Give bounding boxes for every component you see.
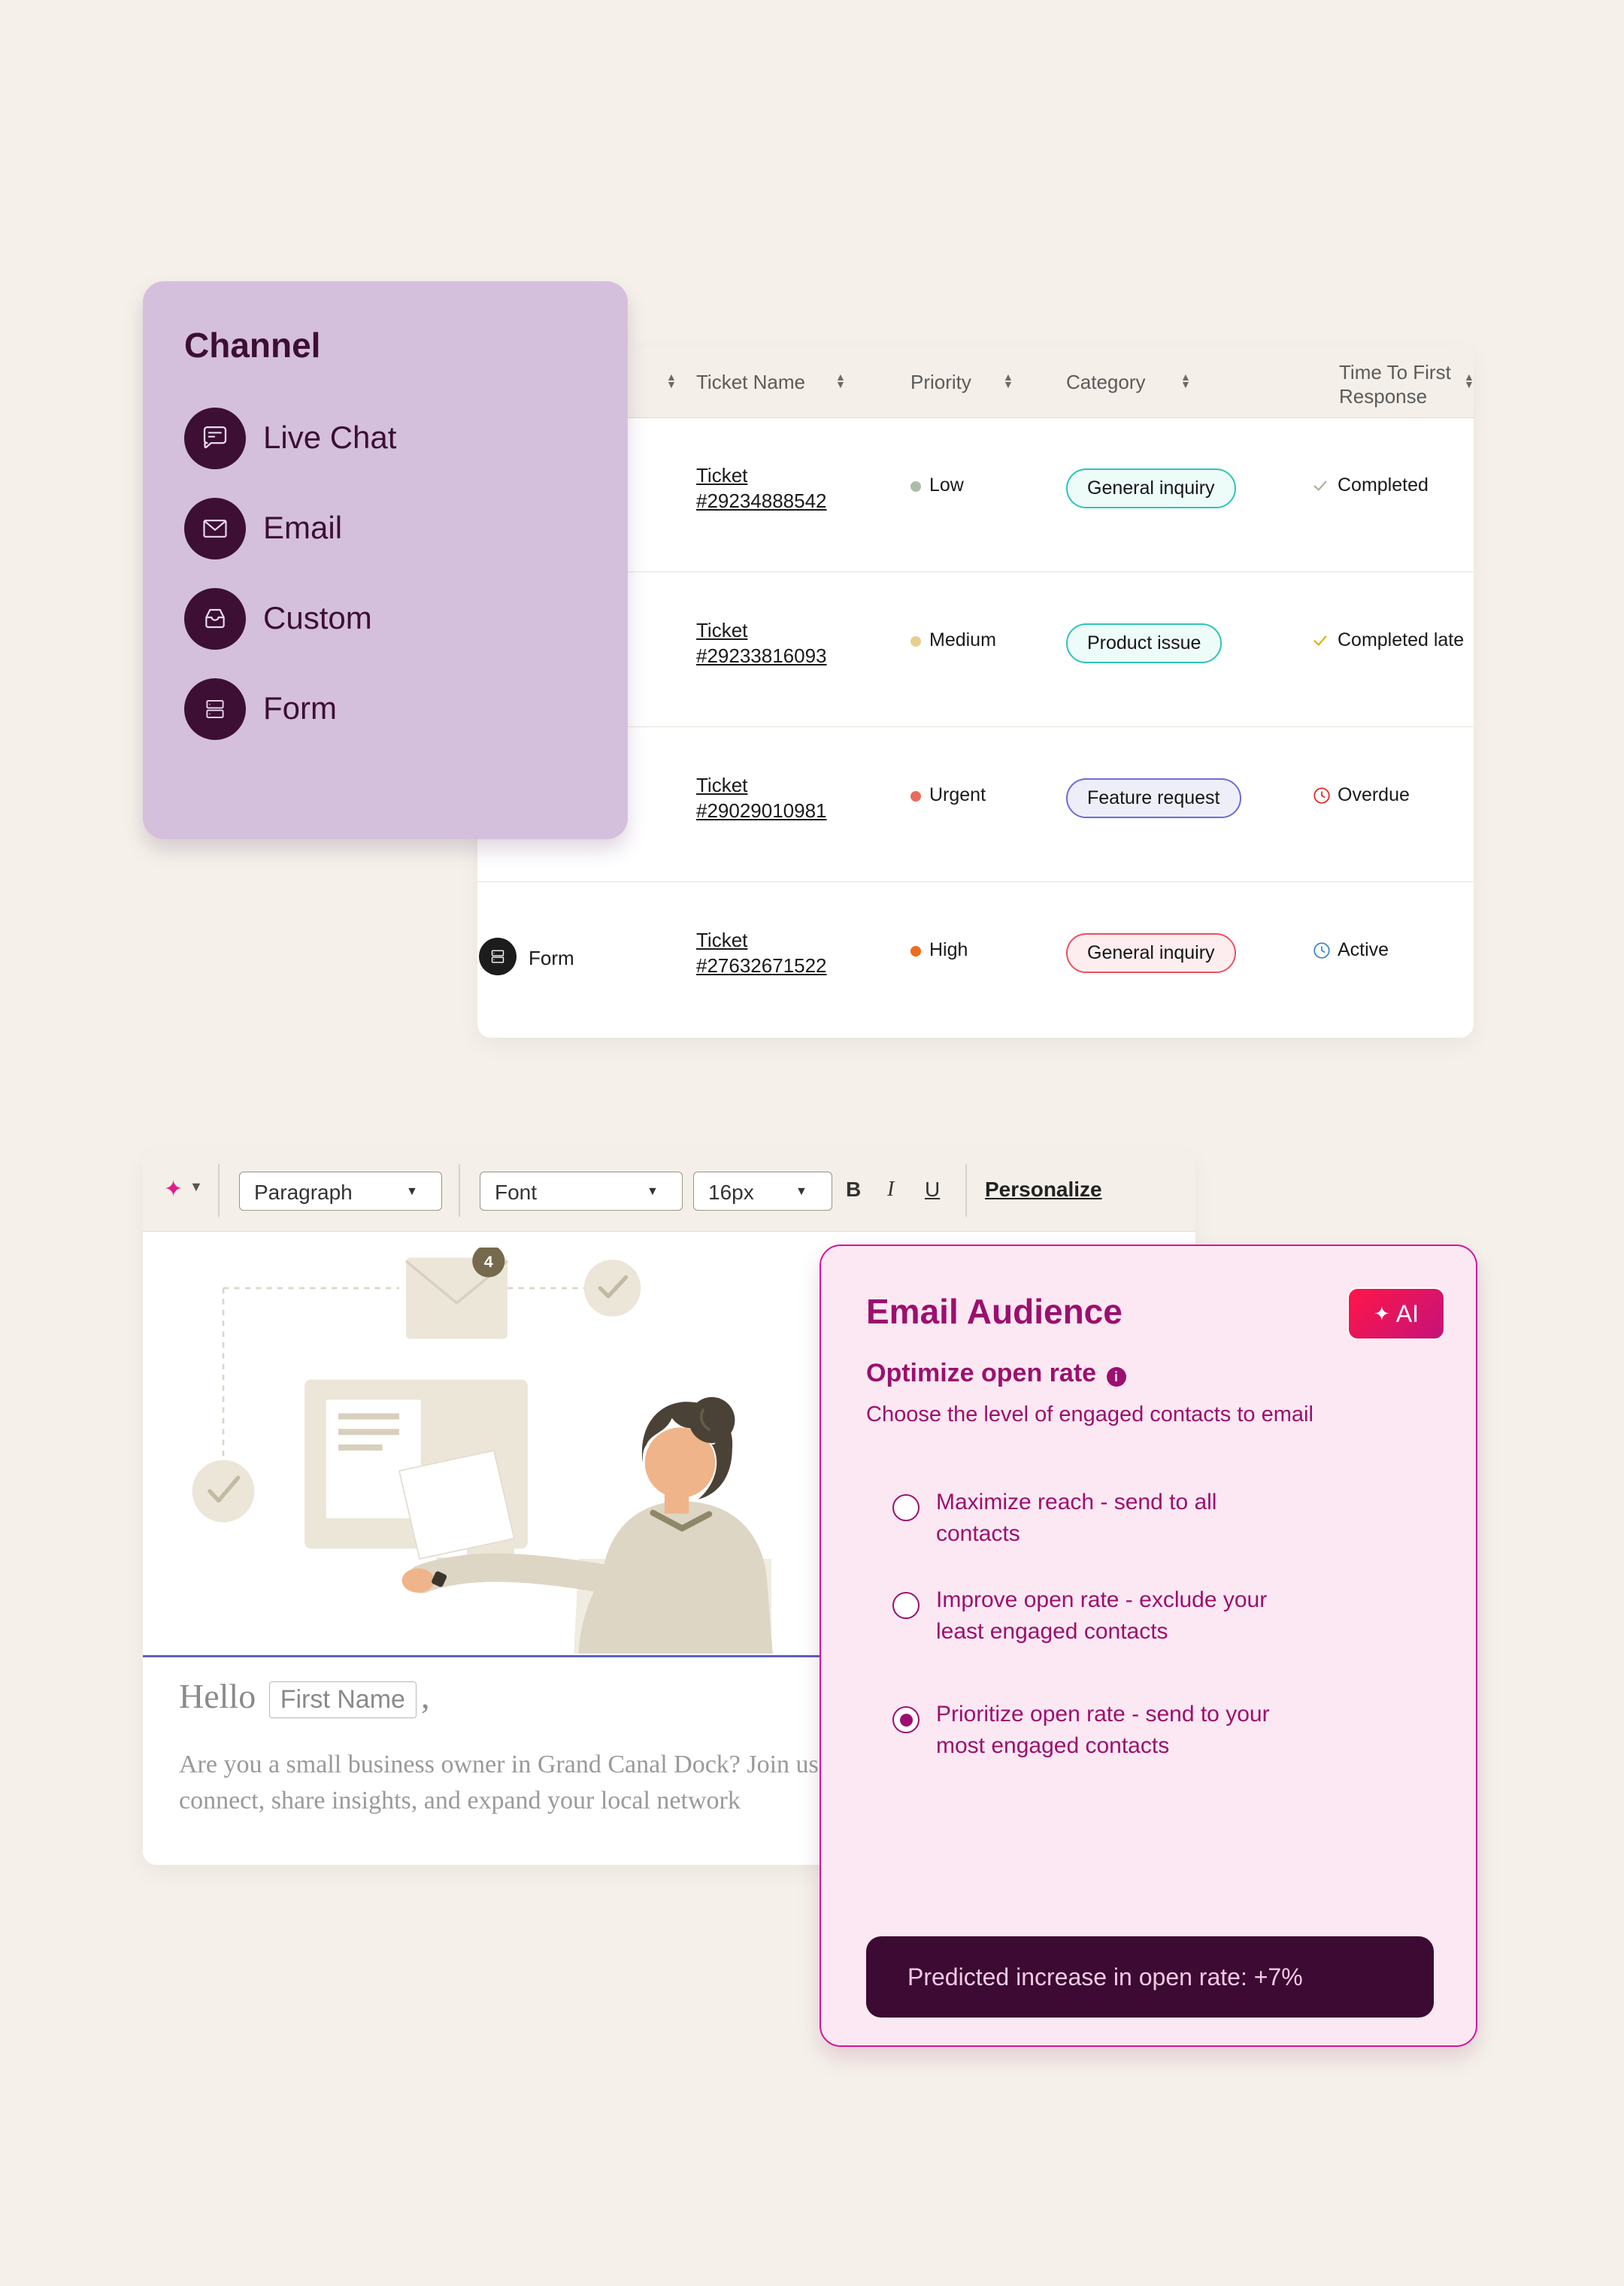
svg-text:4: 4 <box>484 1252 493 1271</box>
